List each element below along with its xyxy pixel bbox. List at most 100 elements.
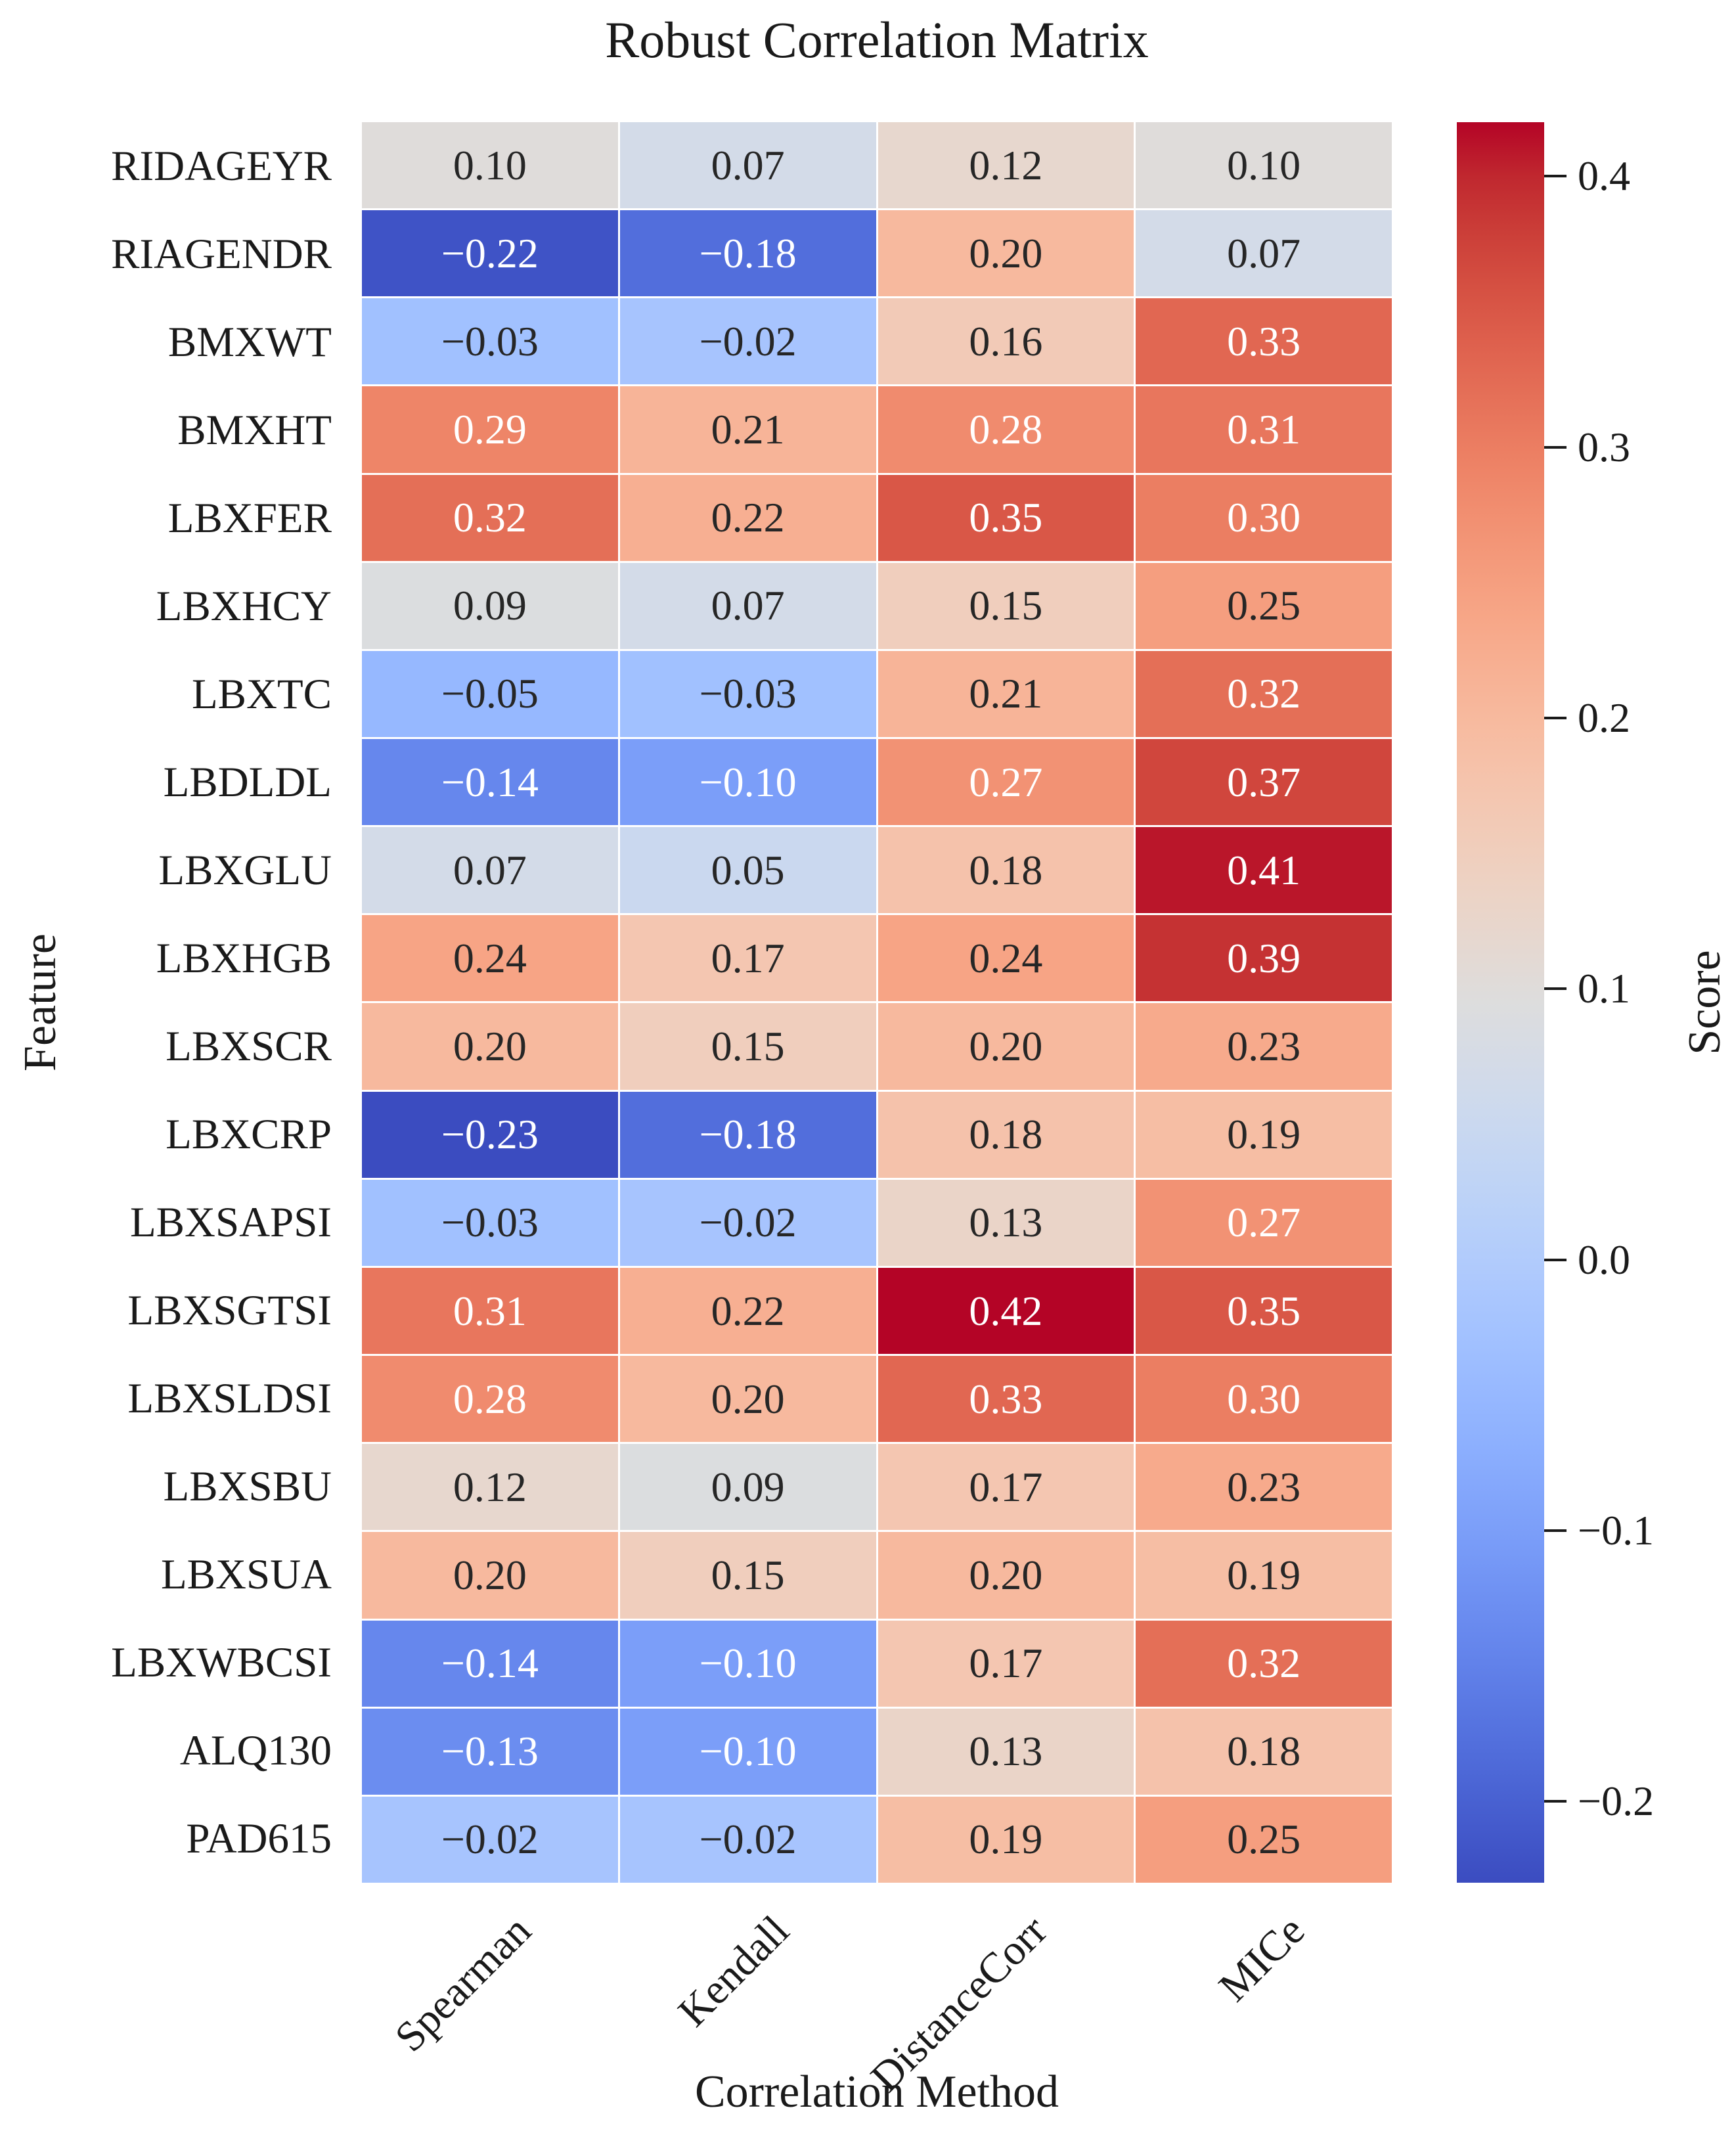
- heatmap-cell-LBXHCY-Spearman: 0.09: [362, 562, 618, 649]
- x-tick-label-Kendall: Kendall: [669, 1906, 799, 2036]
- heatmap-cell-BMXWT-Kendall: −0.02: [619, 298, 876, 385]
- heatmap-cell-LBXHCY-Kendall: 0.07: [619, 562, 876, 649]
- y-tick-label-LBXTC: LBXTC: [191, 670, 332, 718]
- heatmap-cell-LBXSCR-Kendall: 0.15: [619, 1003, 876, 1090]
- heatmap-cell-LBXWBCSI-Kendall: −0.10: [619, 1620, 876, 1707]
- y-tick-label-BMXHT: BMXHT: [177, 406, 332, 454]
- heatmap-cell-LBXSGTSI-DistanceCorr: 0.42: [878, 1267, 1134, 1355]
- y-tick-label-LBXCRP: LBXCRP: [166, 1110, 332, 1158]
- heatmap-cell-RIAGENDR-DistanceCorr: 0.20: [878, 210, 1134, 297]
- heatmap-cell-LBXSGTSI-MICe: 0.35: [1136, 1267, 1392, 1355]
- y-tick-label-LBXSUA: LBXSUA: [160, 1550, 332, 1598]
- heatmap-cell-LBXTC-MICe: 0.32: [1136, 650, 1392, 738]
- heatmap-cell-BMXHT-MICe: 0.31: [1136, 386, 1392, 473]
- heatmap-cell-LBXCRP-DistanceCorr: 0.18: [878, 1091, 1134, 1178]
- colorbar-tick-label: 0.0: [1578, 1236, 1630, 1283]
- heatmap-cell-LBXSCR-DistanceCorr: 0.20: [878, 1003, 1134, 1090]
- heatmap-cell-LBXSGTSI-Kendall: 0.22: [619, 1267, 876, 1355]
- heatmap-cell-PAD615-Spearman: −0.02: [362, 1796, 618, 1883]
- heatmap-cell-RIAGENDR-Kendall: −0.18: [619, 210, 876, 297]
- y-axis-tick-labels: RIDAGEYR RIAGENDR BMXWT BMXHT LBXFER LBXHCY LB…: [0, 122, 344, 1883]
- heatmap-cell-LBXSBU-Kendall: 0.09: [619, 1444, 876, 1531]
- heatmap-cell-LBXSLDSI-Spearman: 0.28: [362, 1356, 618, 1443]
- heatmap-cell-LBXHCY-DistanceCorr: 0.15: [878, 562, 1134, 649]
- heatmap-grid: 0.10 0.07 0.12 0.10 −0.22 −0.18 0.20 0.07 −0.03−…: [362, 122, 1392, 1883]
- heatmap-cell-BMXWT-DistanceCorr: 0.16: [878, 298, 1134, 385]
- colorbar-tick-mark: [1544, 445, 1567, 449]
- x-axis-label: Correlation Method: [694, 2067, 1059, 2117]
- heatmap-cell-LBXHGB-DistanceCorr: 0.24: [878, 915, 1134, 1002]
- heatmap-cell-LBXCRP-Spearman: −0.23: [362, 1091, 618, 1178]
- heatmap-cell-BMXHT-Kendall: 0.21: [619, 386, 876, 473]
- heatmap-cell-LBXGLU-Kendall: 0.05: [619, 827, 876, 914]
- y-tick-label-PAD615: PAD615: [186, 1814, 332, 1862]
- heatmap-cell-LBXCRP-Kendall: −0.18: [619, 1091, 876, 1178]
- heatmap-cell-LBXFER-MICe: 0.30: [1136, 474, 1392, 561]
- x-tick-label-Spearman: Spearman: [386, 1906, 541, 2061]
- heatmap-cell-BMXWT-Spearman: −0.03: [362, 298, 618, 385]
- heatmap-cell-LBXSBU-Spearman: 0.12: [362, 1444, 618, 1531]
- heatmap-cell-LBXSUA-DistanceCorr: 0.20: [878, 1532, 1134, 1619]
- colorbar-tick-label: −0.2: [1578, 1778, 1655, 1825]
- heatmap-cell-LBXSAPSI-Spearman: −0.03: [362, 1179, 618, 1266]
- heatmap-cell-RIDAGEYR-Spearman: 0.10: [362, 122, 618, 209]
- y-tick-label-LBXSGTSI: LBXSGTSI: [127, 1286, 332, 1334]
- colorbar-tick-mark: [1544, 175, 1567, 178]
- heatmap-cell-LBXFER-Kendall: 0.22: [619, 474, 876, 561]
- y-tick-label-RIAGENDR: RIAGENDR: [111, 230, 332, 278]
- heatmap-cell-LBXTC-Spearman: −0.05: [362, 650, 618, 738]
- heatmap-cell-LBXGLU-MICe: 0.41: [1136, 827, 1392, 914]
- heatmap-cell-LBDLDL-DistanceCorr: 0.27: [878, 739, 1134, 826]
- y-tick-label-LBDLDL: LBDLDL: [163, 758, 332, 806]
- heatmap-cell-LBDLDL-MICe: 0.37: [1136, 739, 1392, 826]
- colorbar-tick-label: 0.1: [1578, 965, 1630, 1012]
- heatmap-cell-LBXSAPSI-MICe: 0.27: [1136, 1179, 1392, 1266]
- heatmap-cell-LBXSAPSI-DistanceCorr: 0.13: [878, 1179, 1134, 1266]
- heatmap-cell-ALQ130-Kendall: −0.10: [619, 1708, 876, 1795]
- colorbar-gradient: [1457, 122, 1544, 1883]
- y-tick-label-BMXWT: BMXWT: [167, 318, 332, 366]
- heatmap-cell-LBXTC-Kendall: −0.03: [619, 650, 876, 738]
- colorbar-tick-mark: [1544, 1529, 1567, 1532]
- y-tick-label-LBXSCR: LBXSCR: [166, 1022, 332, 1070]
- heatmap-cell-LBXSLDSI-DistanceCorr: 0.33: [878, 1356, 1134, 1443]
- heatmap-cell-LBXHGB-Kendall: 0.17: [619, 915, 876, 1002]
- heatmap-cell-LBXCRP-MICe: 0.19: [1136, 1091, 1392, 1178]
- heatmap-cell-RIDAGEYR-DistanceCorr: 0.12: [878, 122, 1134, 209]
- heatmap-cell-BMXHT-Spearman: 0.29: [362, 386, 618, 473]
- heatmap-cell-LBXSLDSI-Kendall: 0.20: [619, 1356, 876, 1443]
- heatmap-cell-LBXSCR-MICe: 0.23: [1136, 1003, 1392, 1090]
- heatmap-cell-LBDLDL-Kendall: −0.10: [619, 739, 876, 826]
- heatmap-cell-PAD615-DistanceCorr: 0.19: [878, 1796, 1134, 1883]
- heatmap-cell-BMXHT-DistanceCorr: 0.28: [878, 386, 1134, 473]
- heatmap-cell-LBXWBCSI-DistanceCorr: 0.17: [878, 1620, 1134, 1707]
- heatmap-cell-LBXSBU-DistanceCorr: 0.17: [878, 1444, 1134, 1531]
- heatmap-cell-LBXHGB-MICe: 0.39: [1136, 915, 1392, 1002]
- y-tick-label-LBXSBU: LBXSBU: [163, 1462, 332, 1510]
- colorbar-tick-label: 0.2: [1578, 694, 1630, 742]
- heatmap-cell-PAD615-Kendall: −0.02: [619, 1796, 876, 1883]
- colorbar-tick-label: 0.4: [1578, 152, 1630, 200]
- y-tick-label-RIDAGEYR: RIDAGEYR: [111, 142, 332, 190]
- heatmap-cell-LBXSBU-MICe: 0.23: [1136, 1444, 1392, 1531]
- heatmap-cell-ALQ130-DistanceCorr: 0.13: [878, 1708, 1134, 1795]
- heatmap-cell-LBXSGTSI-Spearman: 0.31: [362, 1267, 618, 1355]
- heatmap-cell-RIAGENDR-MICe: 0.07: [1136, 210, 1392, 297]
- y-tick-label-ALQ130: ALQ130: [179, 1726, 332, 1774]
- heatmap-cell-LBXSUA-MICe: 0.19: [1136, 1532, 1392, 1619]
- heatmap-cell-LBXSCR-Spearman: 0.20: [362, 1003, 618, 1090]
- heatmap-cell-LBXSLDSI-MICe: 0.30: [1136, 1356, 1392, 1443]
- heatmap-cell-RIDAGEYR-Kendall: 0.07: [619, 122, 876, 209]
- colorbar-label: Score: [1679, 950, 1730, 1055]
- y-tick-label-LBXFER: LBXFER: [167, 494, 332, 542]
- y-tick-label-LBXHCY: LBXHCY: [156, 582, 332, 630]
- heatmap-cell-LBXTC-DistanceCorr: 0.21: [878, 650, 1134, 738]
- heatmap-cell-LBXWBCSI-MICe: 0.32: [1136, 1620, 1392, 1707]
- colorbar-tick-label: −0.1: [1578, 1507, 1655, 1554]
- colorbar-tick-mark: [1544, 987, 1567, 991]
- colorbar-tick-mark: [1544, 1800, 1567, 1803]
- heatmap-cell-LBDLDL-Spearman: −0.14: [362, 739, 618, 826]
- heatmap-cell-RIAGENDR-Spearman: −0.22: [362, 210, 618, 297]
- heatmap-cell-LBXSUA-Kendall: 0.15: [619, 1532, 876, 1619]
- y-tick-label-LBXGLU: LBXGLU: [158, 846, 332, 894]
